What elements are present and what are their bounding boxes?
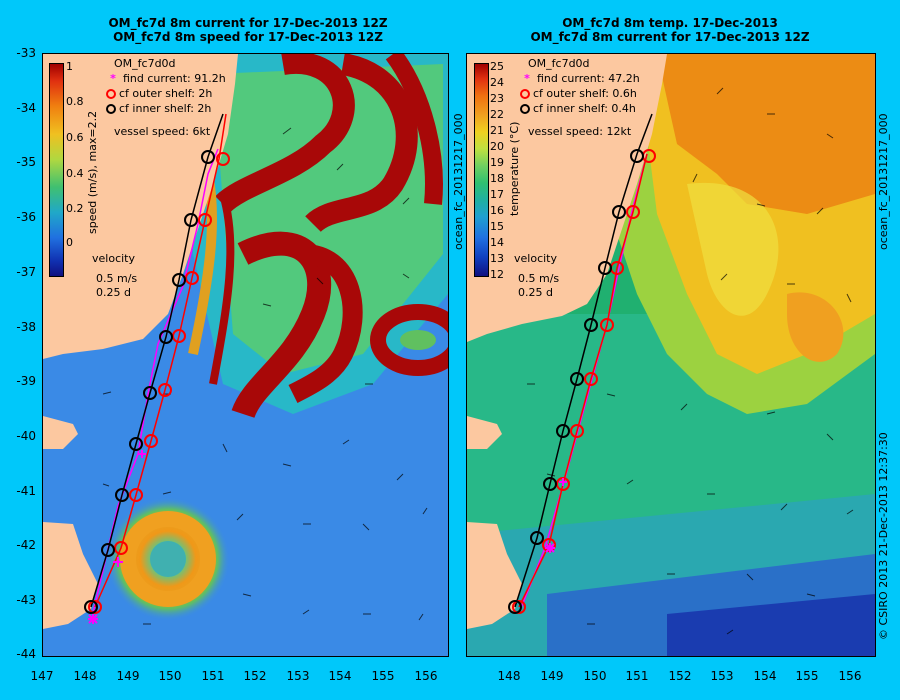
temp-cbar-tick: 13 [490,252,504,265]
y-tick-label: -41 [16,484,36,498]
right-velocity-label: velocity [514,252,557,265]
y-tick-label: -38 [16,320,36,334]
left-run-label: ocean_fc_20131217_000 [452,113,465,250]
speed-cbar-tick: 0 [66,236,73,249]
x-tick-label: 150 [583,669,607,683]
left-legend: OM_fc7d0d * find current: 91.2h cf outer … [106,56,226,139]
y-tick-label: -44 [16,647,36,661]
outer-shelf-icon [520,88,530,99]
y-tick-label: -37 [16,265,36,279]
x-tick-label: 153 [710,669,734,683]
temp-cbar-tick: 19 [490,156,504,169]
x-tick-label: 148 [73,669,97,683]
temp-cbar-tick: 15 [490,220,504,233]
x-tick-label: 156 [414,669,438,683]
y-tick-label: -33 [16,46,36,60]
temp-cbar-tick: 17 [490,188,504,201]
speed-cbar-tick: 1 [66,60,73,73]
temp-cbar-tick: 24 [490,76,504,89]
temp-cbar-tick: 25 [490,60,504,73]
y-tick-label: -35 [16,155,36,169]
temperature-map [466,53,876,657]
left-velocity-scale: 0.5 m/s [96,272,138,285]
speed-cbar-label: speed (m/s), max=2.2 [86,110,99,234]
x-tick-label: 154 [753,669,777,683]
right-run-label: ocean_fc_20131217_000 [877,113,890,250]
inner-shelf-icon [106,103,116,114]
x-tick-label: 152 [243,669,267,683]
x-tick-label: 151 [625,669,649,683]
find-current-icon: * [524,72,530,85]
speed-cbar-tick: 0.6 [66,131,84,144]
x-tick-label: 152 [668,669,692,683]
temp-cbar-tick: 22 [490,108,504,121]
right-velocity-time: 0.25 d [518,286,553,299]
x-tick-label: 151 [201,669,225,683]
temp-cbar-tick: 16 [490,204,504,217]
outer-shelf-icon [106,88,116,99]
copyright-label: © CSIRO 2013 21-Dec-2013 12:37:30 [877,432,890,640]
x-tick-label: 154 [328,669,352,683]
temp-cbar-tick: 18 [490,172,504,185]
speed-cbar-tick: 0.4 [66,167,84,180]
speed-cbar-tick: 0.2 [66,202,84,215]
temp-cbar-tick: 20 [490,140,504,153]
x-tick-label: 155 [795,669,819,683]
x-tick-label: 156 [838,669,862,683]
temperature-map-svg [467,54,875,656]
left-velocity-label: velocity [92,252,135,265]
y-tick-label: -42 [16,538,36,552]
speed-map [42,53,449,657]
temperature-colorbar [474,63,489,277]
temp-cbar-tick: 21 [490,124,504,137]
right-velocity-scale: 0.5 m/s [518,272,560,285]
y-tick-label: -39 [16,374,36,388]
speed-cbar-tick: 0.8 [66,95,84,108]
x-tick-label: 150 [158,669,182,683]
find-current-icon: * [110,72,116,85]
inner-shelf-icon [520,103,530,114]
speed-colorbar [49,63,64,277]
x-tick-label: 149 [540,669,564,683]
temp-cbar-tick: 12 [490,268,504,281]
x-tick-label: 147 [30,669,54,683]
y-tick-label: -34 [16,101,36,115]
temp-cbar-tick: 14 [490,236,504,249]
left-velocity-time: 0.25 d [96,286,131,299]
temp-cbar-tick: 23 [490,92,504,105]
x-tick-label: 149 [116,669,140,683]
y-tick-label: -36 [16,210,36,224]
x-tick-label: 155 [371,669,395,683]
speed-map-svg [43,54,448,656]
right-legend: OM_fc7d0d * find current: 47.2h cf outer … [520,56,640,139]
left-title: OM_fc7d 8m current for 17-Dec-2013 12Z OM… [108,16,388,44]
y-tick-label: -43 [16,593,36,607]
x-tick-label: 148 [497,669,521,683]
x-tick-label: 153 [286,669,310,683]
y-tick-label: -40 [16,429,36,443]
right-title: OM_fc7d 8m temp. 17-Dec-2013 OM_fc7d 8m c… [530,16,810,44]
